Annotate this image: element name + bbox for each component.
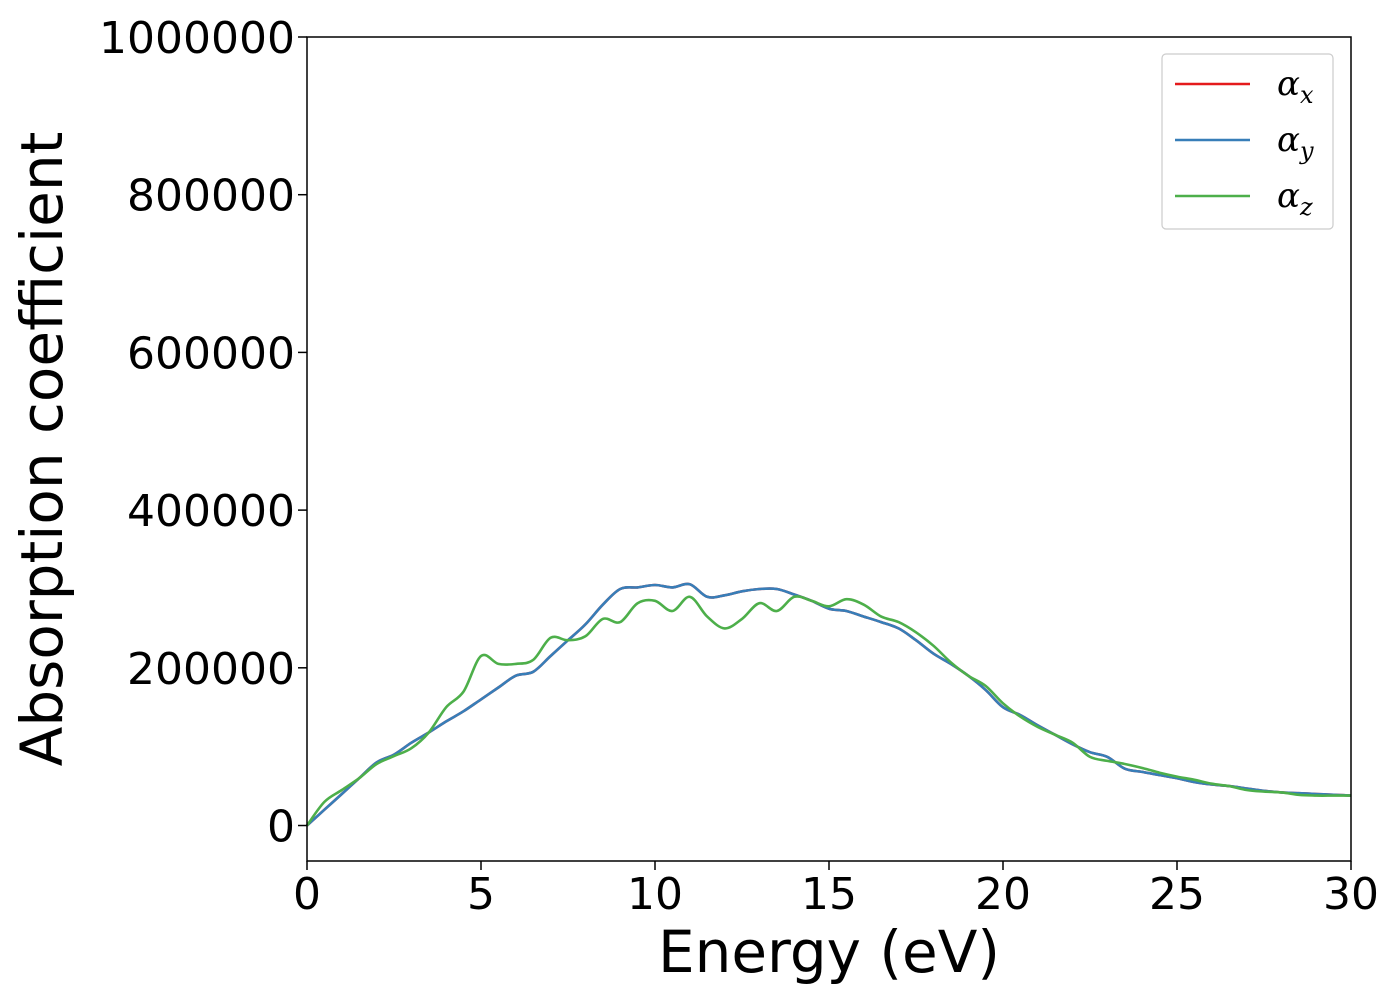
series-line-z	[305, 595, 1351, 827]
legend-subscript-y: y	[1299, 137, 1314, 165]
y-tick-label-2: 400000	[127, 486, 295, 537]
x-tick-label-2: 10	[627, 869, 683, 920]
legend-label-y: αy	[1277, 120, 1314, 165]
x-tick-label-6: 30	[1323, 869, 1379, 920]
y-axis-label: Absorption coefficient	[8, 132, 76, 767]
legend-subscript-z: z	[1299, 193, 1313, 221]
y-axis-ticks: 0 200000 400000 600000 800000 1000000	[99, 13, 307, 853]
y-tick-label-1: 200000	[127, 644, 295, 695]
legend-subscript-x: x	[1300, 81, 1314, 109]
x-tick-label-5: 25	[1149, 869, 1205, 920]
y-tick-label-0: 0	[267, 802, 295, 853]
y-tick-label-5: 1000000	[99, 13, 295, 64]
legend-symbol-y: α	[1277, 120, 1300, 160]
x-tick-label-0: 0	[293, 869, 321, 920]
series-line-y	[306, 582, 1352, 827]
legend-symbol-z: α	[1277, 176, 1300, 216]
x-axis-label: Energy (eV)	[658, 918, 1000, 986]
legend-symbol-x: α	[1277, 64, 1300, 104]
x-axis-ticks: 0 5 10 15 20 25 30	[293, 861, 1379, 920]
legend-box	[1161, 53, 1334, 230]
x-tick-label-3: 15	[801, 869, 857, 920]
y-tick-label-4: 800000	[127, 171, 295, 222]
x-tick-label-1: 5	[467, 869, 495, 920]
series-lines	[305, 582, 1352, 827]
x-tick-label-4: 20	[975, 869, 1031, 920]
y-tick-label-3: 600000	[127, 328, 295, 379]
legend-label-x: αx	[1277, 64, 1314, 109]
legend-label-z: αz	[1277, 176, 1313, 221]
